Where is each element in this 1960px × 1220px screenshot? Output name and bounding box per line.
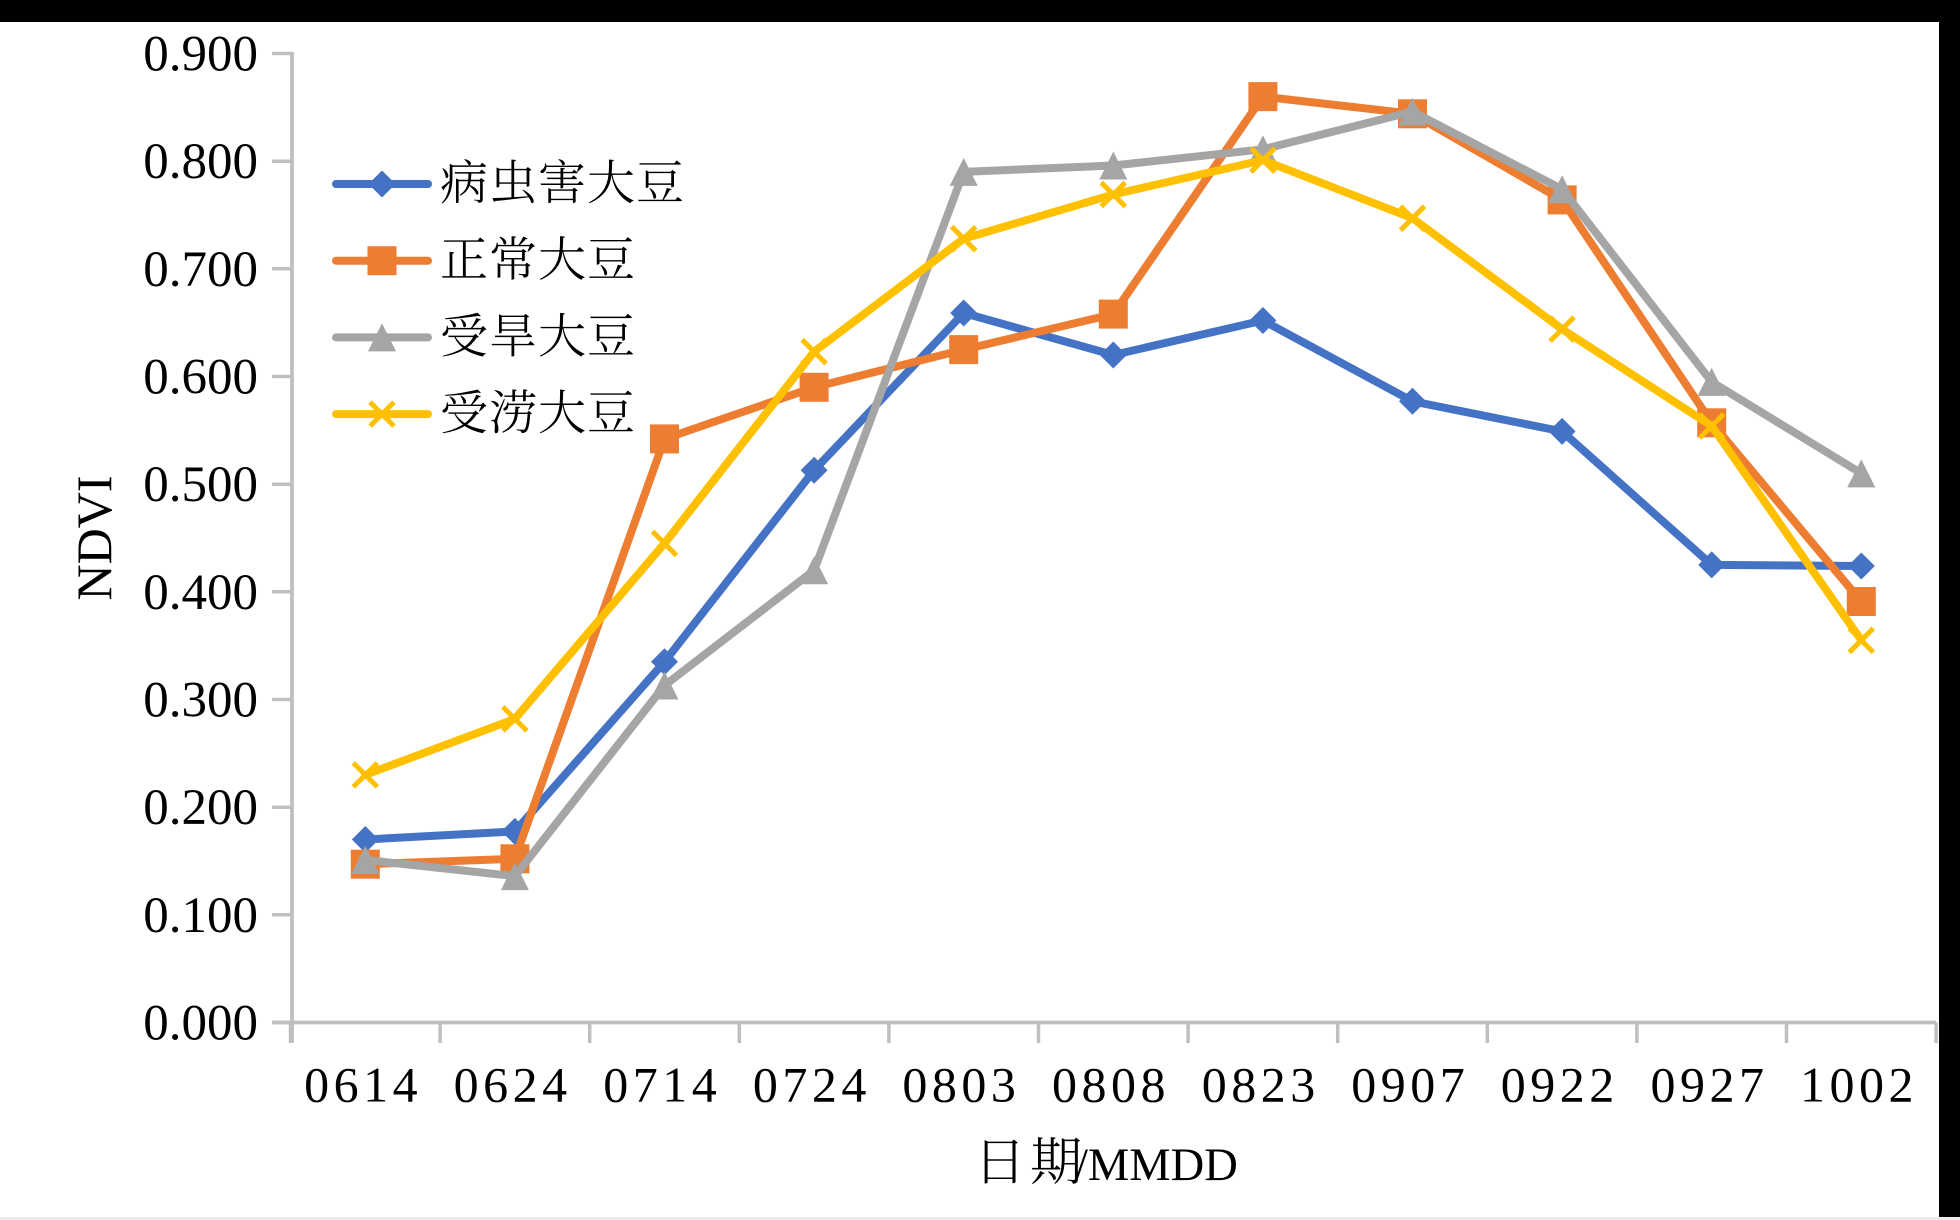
svg-text:0724: 0724 (753, 1057, 871, 1113)
svg-text:0624: 0624 (454, 1057, 572, 1113)
svg-text:/MMDD: /MMDD (1075, 1140, 1238, 1191)
svg-text:0714: 0714 (603, 1057, 721, 1113)
svg-text:0823: 0823 (1202, 1057, 1320, 1113)
svg-text:NDVI: NDVI (66, 476, 122, 601)
svg-text:0614: 0614 (304, 1057, 422, 1113)
svg-text:0.200: 0.200 (143, 780, 258, 836)
svg-text:0927: 0927 (1651, 1057, 1769, 1113)
svg-text:0.400: 0.400 (143, 565, 258, 621)
svg-text:0.100: 0.100 (143, 888, 258, 944)
svg-text:0907: 0907 (1351, 1057, 1469, 1113)
svg-text:0.600: 0.600 (143, 350, 258, 406)
svg-text:0922: 0922 (1501, 1057, 1619, 1113)
svg-text:1002: 1002 (1800, 1057, 1918, 1113)
svg-text:0803: 0803 (902, 1057, 1020, 1113)
svg-text:0808: 0808 (1052, 1057, 1170, 1113)
svg-text:0.000: 0.000 (143, 996, 258, 1052)
svg-text:0.700: 0.700 (143, 242, 258, 298)
svg-text:0.300: 0.300 (143, 673, 258, 729)
svg-text:0.800: 0.800 (143, 134, 258, 190)
svg-text:0.900: 0.900 (143, 27, 258, 83)
svg-text:0.500: 0.500 (143, 457, 258, 513)
